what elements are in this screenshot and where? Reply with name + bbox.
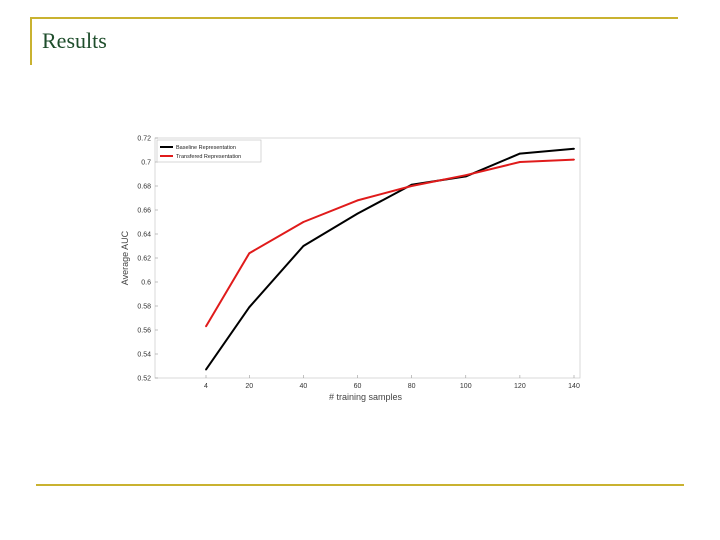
y-tick-label: 0.64 bbox=[137, 232, 151, 239]
y-tick-label: 0.68 bbox=[137, 184, 151, 191]
x-tick-label: 60 bbox=[354, 383, 362, 390]
series-line-transferred bbox=[205, 158, 575, 327]
y-tick-label: 0.7 bbox=[141, 160, 151, 167]
data-point-transferred bbox=[248, 252, 251, 255]
legend-label-transferred: Transfered Representation bbox=[176, 154, 241, 160]
legend-label-baseline: Baseline Representation bbox=[176, 145, 236, 151]
plot-frame bbox=[154, 137, 581, 379]
data-point-baseline bbox=[205, 368, 207, 371]
legend-box bbox=[156, 139, 262, 163]
data-point-baseline bbox=[302, 245, 305, 247]
y-tick-label: 0.58 bbox=[137, 304, 151, 311]
x-tick-label: 4 bbox=[204, 383, 208, 390]
slide-bottom-rule bbox=[36, 484, 684, 486]
data-point-transferred bbox=[464, 174, 467, 177]
data-point-baseline bbox=[518, 152, 521, 155]
x-tick-label: 40 bbox=[300, 383, 308, 390]
slide-top-rule bbox=[30, 17, 678, 19]
y-tick-label: 0.62 bbox=[137, 256, 151, 263]
slide-left-rule bbox=[30, 17, 32, 65]
data-point-transferred bbox=[302, 221, 305, 223]
data-point-transferred bbox=[410, 185, 413, 187]
series-line-baseline bbox=[205, 147, 575, 371]
y-axis-title: Average AUC bbox=[120, 230, 130, 285]
data-point-transferred bbox=[573, 158, 575, 161]
y-tick-label: 0.56 bbox=[137, 328, 151, 335]
y-tick-label: 0.54 bbox=[137, 352, 151, 359]
y-tick-label: 0.72 bbox=[137, 136, 151, 143]
x-tick-label: 140 bbox=[568, 383, 580, 390]
data-point-baseline bbox=[248, 306, 251, 309]
data-point-transferred bbox=[356, 199, 359, 202]
x-tick-label: 80 bbox=[408, 383, 416, 390]
data-point-transferred bbox=[205, 325, 207, 328]
x-tick-label: 100 bbox=[460, 383, 472, 390]
data-point-transferred bbox=[518, 161, 521, 163]
y-tick-label: 0.66 bbox=[137, 208, 151, 215]
x-tick-label: 120 bbox=[514, 383, 526, 390]
x-tick-label: 20 bbox=[245, 383, 253, 390]
y-tick-label: 0.52 bbox=[137, 376, 151, 383]
y-tick-label: 0.6 bbox=[141, 280, 151, 287]
data-point-baseline bbox=[356, 212, 359, 215]
x-axis-title: # training samples bbox=[329, 392, 403, 402]
slide-title: Results bbox=[42, 28, 107, 53]
data-point-baseline bbox=[573, 147, 575, 150]
